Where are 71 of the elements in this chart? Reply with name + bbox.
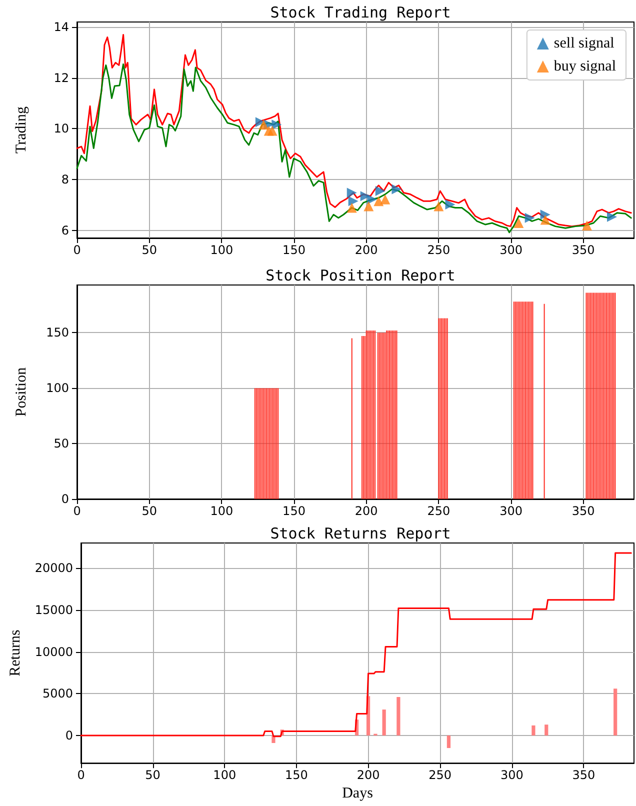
x-tick-label: 150 xyxy=(282,504,306,518)
x-tick-label: 250 xyxy=(428,768,452,782)
x-tick-label: 50 xyxy=(142,504,157,518)
x-tick-label: 200 xyxy=(354,243,378,257)
point xyxy=(540,210,550,220)
point xyxy=(367,194,378,204)
legend-label: sell signal xyxy=(554,36,614,52)
point xyxy=(258,120,269,130)
y-tick-label: 50 xyxy=(54,436,69,451)
x-tick-label: 150 xyxy=(282,243,306,257)
chart-title: Stock Position Report xyxy=(266,266,456,284)
x-tick-label: 350 xyxy=(572,243,595,257)
x-tick-label: 200 xyxy=(356,768,380,782)
y-tick-label: 6 xyxy=(61,223,69,238)
x-tick-label: 250 xyxy=(427,504,450,518)
point xyxy=(582,220,592,231)
point xyxy=(540,214,550,225)
point xyxy=(364,201,374,212)
y-tick-label: 0 xyxy=(65,728,73,742)
legend-label: buy signal xyxy=(554,58,616,74)
y-tick-label: 14 xyxy=(54,20,69,34)
x-tick-label: 0 xyxy=(77,768,85,782)
bar xyxy=(614,688,618,736)
chart-title: Stock Returns Report xyxy=(270,524,451,542)
x-tick-label: 350 xyxy=(572,768,596,782)
point xyxy=(434,201,444,212)
bar xyxy=(396,696,400,736)
x-tick-label: 50 xyxy=(142,243,157,257)
point xyxy=(346,202,357,213)
point xyxy=(380,194,390,204)
y-tick-label: 15000 xyxy=(34,602,73,617)
point xyxy=(524,212,535,223)
bar xyxy=(446,735,451,748)
point xyxy=(348,196,358,206)
x-tick-label: 100 xyxy=(213,768,236,782)
point xyxy=(392,184,402,194)
x-tick-label: 150 xyxy=(285,768,308,782)
point xyxy=(272,120,282,130)
y-tick-label: 10000 xyxy=(34,644,73,659)
point xyxy=(445,199,456,210)
bar xyxy=(544,724,548,736)
point xyxy=(346,188,357,198)
x-tick-label: 250 xyxy=(427,243,450,257)
chart-title: Stock Trading Report xyxy=(270,4,451,22)
y-axis-title: Position xyxy=(14,366,30,417)
point xyxy=(267,126,278,136)
y-tick-label: 10 xyxy=(54,122,69,136)
x-tick-label: 100 xyxy=(210,504,234,518)
point xyxy=(514,218,524,228)
y-tick-label: 0 xyxy=(61,492,69,506)
y-tick-label: 5000 xyxy=(42,686,73,701)
y-axis-title: Trading xyxy=(14,106,30,154)
y-axis-title: Returns xyxy=(8,630,24,676)
y-tick-label: 12 xyxy=(54,70,69,85)
y-tick-label: 8 xyxy=(61,172,69,187)
bar xyxy=(532,725,536,736)
x-tick-label: 300 xyxy=(500,768,524,782)
y-tick-label: 150 xyxy=(46,326,69,340)
y-tick-label: 20000 xyxy=(34,561,73,576)
bar xyxy=(382,710,386,736)
y-tick-label: 100 xyxy=(46,381,69,396)
x-tick-label: 300 xyxy=(500,243,522,257)
line-series xyxy=(80,552,632,738)
x-tick-label: 300 xyxy=(500,504,522,518)
x-tick-label: 350 xyxy=(572,504,595,518)
point xyxy=(607,212,618,222)
point xyxy=(375,186,386,196)
x-tick-label: 200 xyxy=(354,504,378,518)
x-axis-title: Days xyxy=(342,786,374,802)
x-tick-label: 100 xyxy=(210,243,234,257)
x-tick-label: 50 xyxy=(145,768,160,782)
